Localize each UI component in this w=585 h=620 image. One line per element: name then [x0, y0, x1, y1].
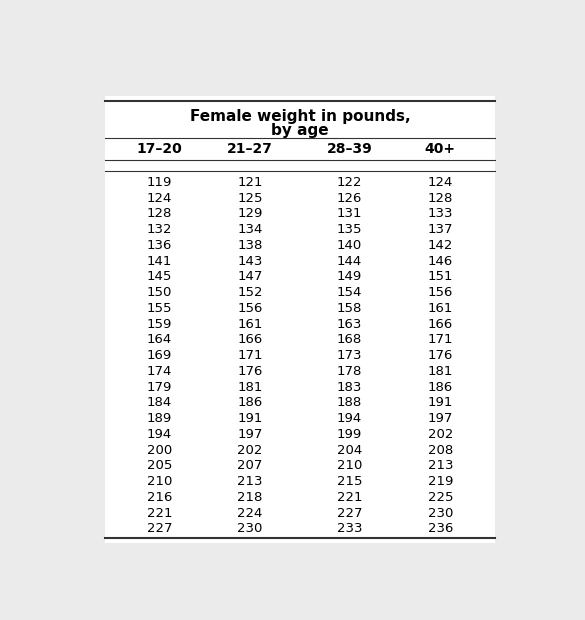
Text: 141: 141: [147, 255, 172, 268]
Text: 145: 145: [147, 270, 172, 283]
Text: 161: 161: [428, 302, 453, 315]
Text: 208: 208: [428, 444, 453, 456]
Text: 213: 213: [237, 475, 263, 488]
Text: 128: 128: [428, 192, 453, 205]
Text: 155: 155: [146, 302, 172, 315]
Text: 126: 126: [337, 192, 362, 205]
Text: 184: 184: [147, 396, 172, 409]
Text: 136: 136: [147, 239, 172, 252]
Text: 152: 152: [237, 286, 263, 299]
Text: 166: 166: [428, 317, 453, 330]
Text: 135: 135: [337, 223, 363, 236]
Text: 183: 183: [337, 381, 362, 394]
Text: 188: 188: [337, 396, 362, 409]
Text: 202: 202: [238, 444, 263, 456]
Text: 210: 210: [147, 475, 172, 488]
Text: 173: 173: [337, 349, 363, 362]
Text: 181: 181: [238, 381, 263, 394]
Text: 205: 205: [147, 459, 172, 472]
Text: 189: 189: [147, 412, 172, 425]
Text: 197: 197: [428, 412, 453, 425]
Text: 210: 210: [337, 459, 362, 472]
Text: 176: 176: [428, 349, 453, 362]
Text: 204: 204: [337, 444, 362, 456]
Text: 236: 236: [428, 523, 453, 536]
Text: 176: 176: [238, 365, 263, 378]
Text: 200: 200: [147, 444, 172, 456]
Text: 133: 133: [428, 207, 453, 220]
Text: 207: 207: [238, 459, 263, 472]
Text: 158: 158: [337, 302, 362, 315]
Text: 146: 146: [428, 255, 453, 268]
Text: 197: 197: [238, 428, 263, 441]
Text: 168: 168: [337, 334, 362, 347]
Text: 191: 191: [238, 412, 263, 425]
Text: 186: 186: [428, 381, 453, 394]
Text: 216: 216: [147, 491, 172, 504]
Text: 178: 178: [337, 365, 362, 378]
Text: 150: 150: [147, 286, 172, 299]
Text: Female weight in pounds,: Female weight in pounds,: [190, 109, 410, 124]
Text: 128: 128: [147, 207, 172, 220]
Text: 154: 154: [337, 286, 362, 299]
Text: 225: 225: [428, 491, 453, 504]
Text: 169: 169: [147, 349, 172, 362]
Text: 156: 156: [428, 286, 453, 299]
Text: 227: 227: [337, 507, 363, 520]
Text: 194: 194: [337, 412, 362, 425]
Text: 213: 213: [428, 459, 453, 472]
Text: 137: 137: [428, 223, 453, 236]
Text: 227: 227: [146, 523, 172, 536]
Text: 166: 166: [238, 334, 263, 347]
Text: by age: by age: [271, 123, 329, 138]
Text: 122: 122: [337, 176, 363, 189]
Text: 40+: 40+: [425, 143, 456, 156]
Text: 161: 161: [238, 317, 263, 330]
Text: 218: 218: [238, 491, 263, 504]
Text: 230: 230: [428, 507, 453, 520]
Text: 233: 233: [337, 523, 363, 536]
Text: 194: 194: [147, 428, 172, 441]
Text: 143: 143: [238, 255, 263, 268]
Text: 151: 151: [428, 270, 453, 283]
Text: 17–20: 17–20: [136, 143, 182, 156]
Text: 199: 199: [337, 428, 362, 441]
Text: 181: 181: [428, 365, 453, 378]
Text: 142: 142: [428, 239, 453, 252]
Text: 221: 221: [146, 507, 172, 520]
Text: 124: 124: [147, 192, 172, 205]
Text: 171: 171: [428, 334, 453, 347]
Text: 140: 140: [337, 239, 362, 252]
Text: 224: 224: [238, 507, 263, 520]
Text: 125: 125: [237, 192, 263, 205]
Text: 156: 156: [238, 302, 263, 315]
Text: 28–39: 28–39: [327, 143, 373, 156]
Text: 215: 215: [337, 475, 363, 488]
Text: 149: 149: [337, 270, 362, 283]
Text: 121: 121: [237, 176, 263, 189]
Text: 147: 147: [238, 270, 263, 283]
Text: 202: 202: [428, 428, 453, 441]
Text: 132: 132: [146, 223, 172, 236]
Text: 129: 129: [238, 207, 263, 220]
Text: 219: 219: [428, 475, 453, 488]
Text: 163: 163: [337, 317, 362, 330]
Text: 138: 138: [238, 239, 263, 252]
Text: 230: 230: [238, 523, 263, 536]
Text: 164: 164: [147, 334, 172, 347]
Text: 134: 134: [238, 223, 263, 236]
Text: 119: 119: [147, 176, 172, 189]
Text: 186: 186: [238, 396, 263, 409]
Text: 124: 124: [428, 176, 453, 189]
Text: 21–27: 21–27: [227, 143, 273, 156]
Bar: [105, 96, 495, 543]
Text: 171: 171: [237, 349, 263, 362]
Text: 179: 179: [147, 381, 172, 394]
Text: 174: 174: [147, 365, 172, 378]
Text: 159: 159: [147, 317, 172, 330]
Text: 191: 191: [428, 396, 453, 409]
Text: 144: 144: [337, 255, 362, 268]
Text: 221: 221: [337, 491, 363, 504]
Text: 131: 131: [337, 207, 363, 220]
